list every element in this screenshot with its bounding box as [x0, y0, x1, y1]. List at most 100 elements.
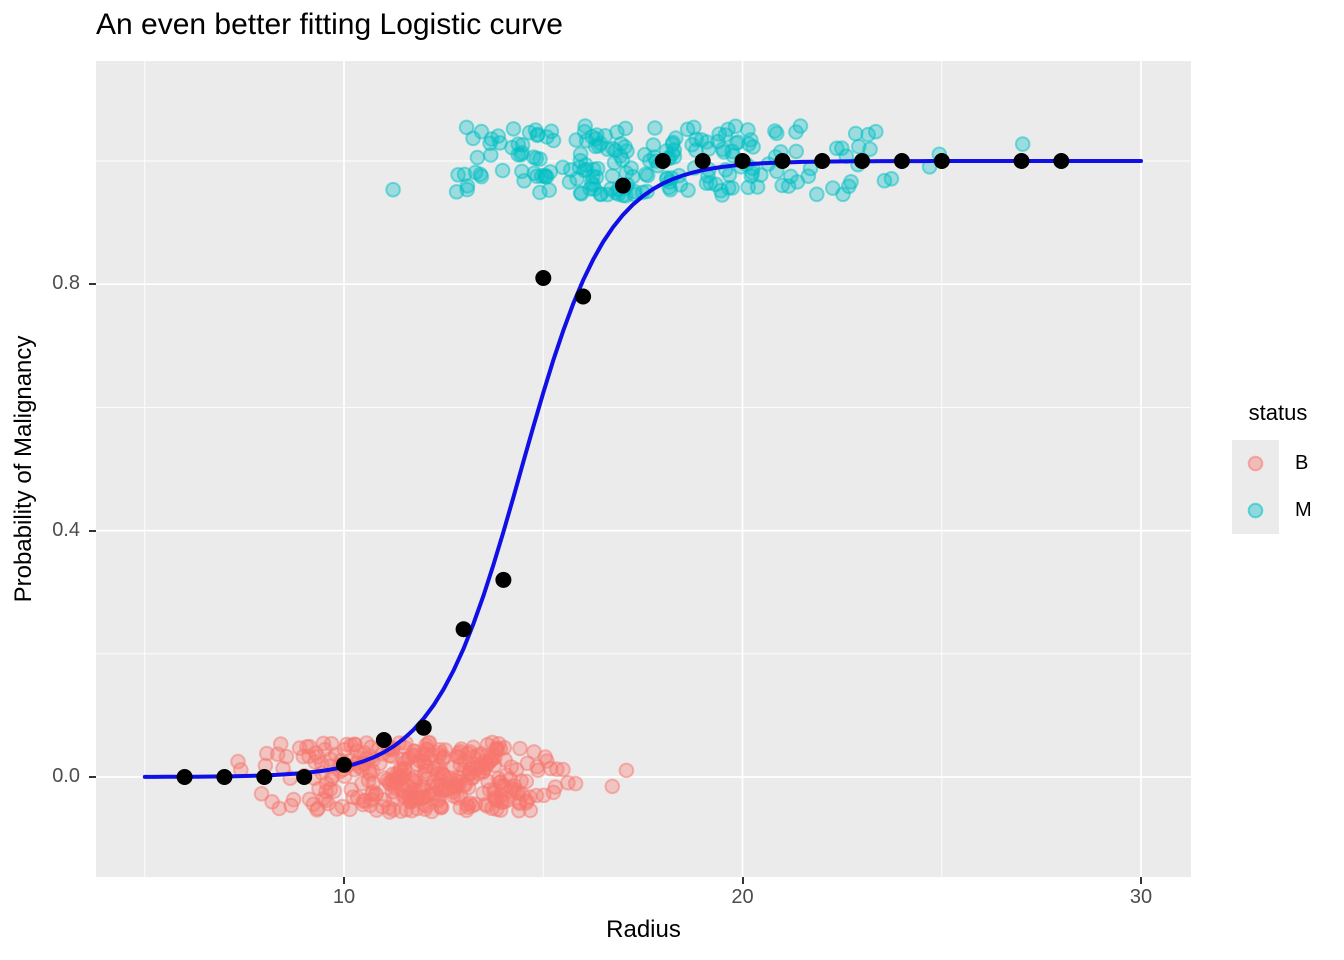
legend-label: B — [1295, 452, 1309, 474]
scatter-point-M — [490, 128, 507, 144]
legend-entry-M: M — [1232, 487, 1324, 534]
bin-proportion-point — [814, 153, 831, 169]
scatter-point-B — [445, 759, 462, 776]
scatter-point-M — [639, 167, 656, 184]
scatter-point-M — [533, 168, 550, 184]
x-tick-mark — [343, 877, 345, 884]
scatter-point-B — [269, 746, 286, 763]
y-tick-mark — [89, 776, 96, 778]
bin-proportion-point — [495, 571, 512, 588]
scatter-point-M — [623, 160, 639, 176]
scatter-point-B — [354, 775, 370, 792]
scatter-point-M — [456, 166, 473, 183]
bin-proportion-point — [176, 769, 193, 785]
scatter-point-B — [307, 754, 324, 770]
scatter-point-B — [506, 778, 523, 794]
bin-proportion-point — [575, 288, 592, 305]
scatter-point-M — [473, 168, 490, 185]
scatter-point-M — [617, 139, 633, 155]
scatter-point-B — [479, 756, 496, 773]
scatter-point-M — [714, 187, 730, 203]
scatter-point-B — [604, 778, 621, 795]
scatter-point-B — [346, 736, 363, 753]
scatter-point-M — [835, 186, 851, 203]
scatter-point-B — [497, 752, 513, 768]
scatter-point-B — [433, 772, 449, 788]
scatter-point-B — [320, 795, 336, 812]
bin-proportion-point — [734, 153, 751, 169]
scatter-point-M — [1014, 136, 1031, 152]
scatter-point-M — [745, 139, 761, 155]
scatter-point-B — [474, 756, 490, 773]
bin-proportion-point — [854, 153, 871, 169]
bin-proportion-point — [296, 769, 313, 785]
scatter-point-M — [868, 123, 884, 140]
scatter-point-B — [458, 802, 475, 819]
scatter-point-M — [578, 157, 594, 173]
scatter-point-M — [541, 182, 558, 198]
scatter-point-B — [539, 753, 555, 769]
scatter-point-M — [680, 182, 696, 198]
scatter-point-M — [800, 168, 817, 184]
scatter-point-B — [285, 791, 302, 808]
scatter-point-M — [829, 140, 845, 157]
bin-proportion-point — [375, 732, 392, 748]
x-tick-mark — [1140, 877, 1142, 884]
scatter-point-B — [547, 779, 564, 795]
legend-label: M — [1295, 499, 1312, 521]
scatter-point-M — [530, 126, 546, 143]
legend-point-icon — [1247, 502, 1264, 519]
chart-title: An even better fitting Logistic curve — [96, 8, 563, 41]
scatter-point-B — [385, 801, 402, 818]
scatter-point-M — [662, 181, 679, 198]
scatter-point-M — [385, 181, 401, 198]
scatter-point-M — [679, 121, 696, 138]
scatter-point-B — [487, 789, 504, 806]
scatter-point-M — [665, 134, 681, 151]
scatter-point-M — [599, 141, 616, 157]
bin-proportion-point — [1013, 153, 1030, 169]
bin-proportion-point — [893, 153, 910, 169]
scatter-point-B — [394, 770, 410, 786]
scatter-point-B — [432, 798, 449, 814]
bin-proportion-point — [1053, 153, 1070, 169]
legend-entry-B: B — [1232, 440, 1324, 487]
scatter-point-B — [230, 753, 246, 770]
scatter-point-M — [568, 132, 585, 148]
scatter-point-M — [693, 132, 710, 148]
scatter-point-B — [259, 745, 275, 762]
scatter-point-B — [264, 794, 280, 810]
legend-key-swatch — [1232, 440, 1279, 487]
scatter-point-M — [688, 131, 705, 148]
scatter-point-M — [809, 186, 825, 203]
bin-proportion-point — [774, 153, 791, 169]
scatter-point-M — [617, 120, 634, 137]
scatter-point-M — [851, 138, 867, 155]
scatter-point-M — [494, 162, 511, 179]
logistic-curve — [142, 159, 1143, 779]
scatter-point-M — [834, 140, 850, 156]
scatter-point-M — [883, 171, 900, 187]
scatter-point-M — [563, 162, 579, 178]
scatter-point-B — [567, 775, 584, 792]
scatter-point-B — [362, 797, 379, 814]
scatter-point-M — [606, 155, 623, 171]
x-tick-label: 30 — [1129, 886, 1153, 908]
scatter-point-M — [609, 124, 625, 140]
scatter-point-M — [539, 129, 555, 145]
bin-proportion-point — [615, 177, 631, 194]
x-tick-mark — [741, 877, 744, 884]
scatter-point-B — [450, 745, 467, 762]
y-tick-label: 0.0 — [52, 765, 80, 787]
scatter-point-B — [419, 770, 436, 787]
scatter-point-M — [577, 118, 594, 134]
bin-proportion-point — [336, 756, 352, 773]
scatter-point-B — [419, 742, 436, 758]
scatter-point-B — [526, 744, 542, 760]
bin-proportion-point — [455, 621, 472, 638]
x-tick-label: 20 — [731, 886, 754, 908]
scatter-point-B — [458, 776, 474, 792]
scatter-point-M — [768, 125, 785, 142]
